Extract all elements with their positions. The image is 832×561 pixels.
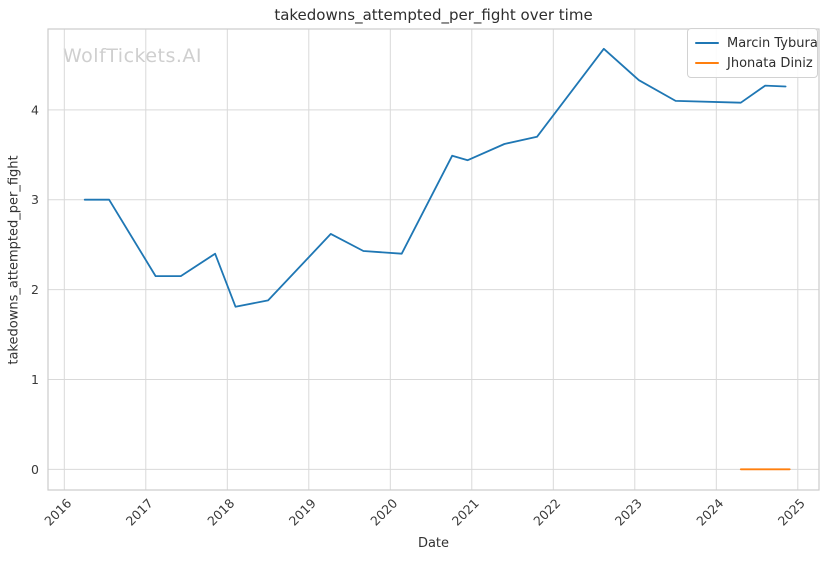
legend-label: Marcin Tybura [727,35,818,51]
y-tick-label: 4 [31,102,39,117]
legend-item: Marcin Tybura [695,35,818,51]
x-tick-label: 2023 [612,496,645,529]
x-tick-label: 2019 [286,495,319,528]
legend-line-sample-blue [695,41,719,45]
series-line [83,47,787,308]
axes-spines [47,28,820,491]
x-tick-label: 2016 [41,495,74,528]
legend-line-sample-orange [695,61,719,65]
x-tick-label: 2024 [693,495,726,528]
x-tick-label: 2020 [367,495,400,528]
y-axis-label: takedowns_attempted_per_fight [6,155,22,365]
watermark: WolfTickets.AI [63,45,203,67]
y-tick-label: 1 [31,372,39,387]
legend-item: Jhonata Diniz [695,55,813,71]
x-tick-label: 2022 [530,496,563,529]
x-tick-label: 2021 [449,496,482,529]
y-tick-label: 2 [31,282,39,297]
x-tick-label: 2017 [123,496,156,529]
x-axis-label: Date [417,536,450,551]
chart-title: takedowns_attempted_per_fight over time [274,6,593,24]
x-tick-label: 2025 [775,496,808,529]
legend-label: Jhonata Diniz [727,55,813,71]
y-tick-label: 0 [31,462,39,477]
legend: Marcin Tybura Jhonata Diniz [687,28,818,78]
x-tick-label: 2018 [204,495,237,528]
y-tick-label: 3 [31,192,39,207]
